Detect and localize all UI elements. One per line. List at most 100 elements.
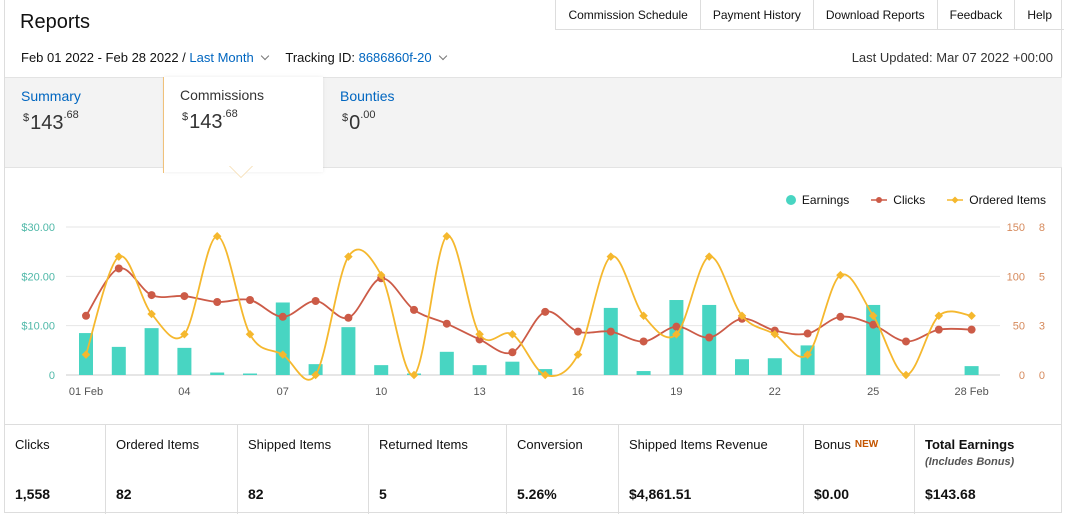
earnings-bar bbox=[800, 345, 815, 375]
ordered-items-point bbox=[540, 370, 550, 380]
tab-label: Bounties bbox=[340, 88, 395, 104]
period-dropdown[interactable]: Last Month bbox=[189, 50, 254, 65]
clicks-point bbox=[344, 313, 353, 322]
stat-bonus: Bonus NEW $0.00 bbox=[804, 425, 915, 514]
clicks-point bbox=[705, 333, 714, 342]
stat-value: $143.68 bbox=[925, 486, 976, 502]
ordered-items-point bbox=[81, 350, 91, 359]
ordered-items-line bbox=[85, 235, 972, 381]
left-axis-tick-label: $20.00 bbox=[21, 271, 55, 283]
earnings-bar bbox=[210, 372, 225, 375]
stat-label: Shipped Items bbox=[248, 437, 332, 452]
stat-value: 82 bbox=[116, 486, 132, 502]
clicks-point bbox=[442, 319, 451, 328]
ordered-items-point bbox=[442, 232, 452, 241]
right-axis-clicks-tick-label: 150 bbox=[1007, 222, 1025, 234]
chevron-down-icon[interactable] bbox=[438, 51, 447, 61]
payment-history-link[interactable]: Payment History bbox=[700, 0, 814, 30]
earnings-dot-icon bbox=[785, 195, 796, 205]
ordered-items-point bbox=[147, 309, 156, 319]
stat-ordered-items: Ordered Items 82 bbox=[106, 425, 238, 514]
new-badge: NEW bbox=[854, 439, 879, 450]
right-axis-clicks-tick-label: 0 bbox=[1019, 370, 1025, 382]
tab-summary[interactable]: Summary $143.68 bbox=[5, 78, 163, 167]
clicks-point bbox=[311, 297, 320, 305]
filter-bar: Feb 01 2022 - Feb 28 2022 / Last Month T… bbox=[21, 50, 452, 65]
earnings-bar bbox=[505, 361, 520, 375]
download-reports-link[interactable]: Download Reports bbox=[813, 0, 938, 30]
feedback-link[interactable]: Feedback bbox=[937, 0, 1016, 30]
left-axis-tick-label: $30.00 bbox=[21, 222, 55, 234]
right-axis-ordered-tick-label: 5 bbox=[1039, 271, 1045, 283]
earnings-bar bbox=[735, 359, 749, 375]
clicks-point bbox=[278, 312, 287, 321]
legend-ordered-items[interactable]: Ordered Items bbox=[947, 193, 1046, 207]
ordered-items-point bbox=[409, 370, 419, 380]
clicks-point bbox=[147, 291, 156, 300]
stat-value: 5 bbox=[379, 486, 387, 502]
stat-label: Returned Items bbox=[379, 437, 468, 452]
active-tab-indicator bbox=[163, 77, 164, 173]
stat-label: Conversion bbox=[517, 437, 583, 452]
commission-schedule-link[interactable]: Commission Schedule bbox=[556, 0, 701, 30]
ordered-items-point bbox=[180, 330, 189, 339]
stat-label: Shipped Items Revenue bbox=[629, 437, 768, 452]
clicks-point bbox=[869, 320, 878, 329]
stat-value: 5.26% bbox=[517, 486, 557, 502]
ordered-items-point bbox=[967, 311, 976, 321]
earnings-chart: $30.00 150 8 $20.00 100 5 $10.00 50 3 0 0 0 01 Feb 04… bbox=[21, 222, 1045, 398]
x-axis-tick-label: 04 bbox=[178, 386, 190, 398]
right-axis-ordered-tick-label: 3 bbox=[1039, 321, 1045, 333]
earnings-bar bbox=[374, 365, 389, 375]
tab-bounties[interactable]: Bounties $0.00 bbox=[324, 78, 484, 167]
clicks-point bbox=[672, 322, 681, 331]
earnings-bar bbox=[111, 346, 126, 375]
help-link[interactable]: Help bbox=[1015, 0, 1064, 30]
earnings-bar bbox=[177, 347, 192, 375]
x-axis-tick-label: 10 bbox=[375, 386, 387, 398]
ordered-items-point bbox=[508, 330, 517, 339]
earnings-bar bbox=[439, 351, 454, 375]
stat-conversion: Conversion 5.26% bbox=[507, 425, 619, 514]
clicks-point bbox=[606, 327, 615, 336]
tab-pointer bbox=[230, 166, 252, 177]
earnings-bar bbox=[243, 373, 257, 375]
clicks-point bbox=[836, 312, 845, 321]
clicks-line-icon bbox=[871, 196, 888, 204]
earnings-bar bbox=[767, 358, 782, 375]
clicks-point bbox=[803, 329, 812, 338]
clicks-point bbox=[180, 292, 189, 301]
clicks-point bbox=[410, 305, 418, 314]
stat-value: 1,558 bbox=[15, 486, 51, 502]
clicks-point bbox=[246, 296, 254, 305]
ordered-line-icon bbox=[947, 196, 964, 204]
left-axis-tick-label: 0 bbox=[49, 370, 55, 382]
tab-commissions[interactable]: Commissions $143.68 bbox=[164, 77, 323, 172]
left-axis-tick-label: $10.00 bbox=[21, 321, 55, 333]
right-axis-clicks-tick-label: 100 bbox=[1007, 271, 1025, 283]
earnings-bar bbox=[341, 327, 356, 375]
x-axis-tick-label: 16 bbox=[572, 386, 584, 398]
legend-earnings[interactable]: Earnings bbox=[785, 193, 849, 207]
tab-amount: $0.00 bbox=[342, 109, 376, 134]
tracking-id-dropdown[interactable]: 8686860f-20 bbox=[358, 50, 432, 65]
tab-amount: $143.68 bbox=[182, 108, 238, 133]
ordered-items-point bbox=[573, 350, 583, 359]
stat-value: $4,861.51 bbox=[629, 486, 692, 502]
ordered-items-point bbox=[245, 330, 255, 339]
clicks-point bbox=[213, 297, 222, 306]
earnings-bar bbox=[472, 365, 487, 375]
clicks-point bbox=[639, 337, 648, 346]
stat-value: 82 bbox=[248, 486, 264, 502]
ordered-items-point bbox=[901, 370, 911, 380]
reports-panel bbox=[4, 0, 1062, 513]
legend-clicks[interactable]: Clicks bbox=[871, 193, 925, 207]
tab-amount: $143.68 bbox=[23, 109, 79, 134]
chart-legend: Earnings Clicks Ordered Items bbox=[785, 193, 1046, 207]
earnings-bar bbox=[964, 366, 979, 375]
clicks-point bbox=[574, 327, 582, 336]
right-axis-clicks-tick-label: 50 bbox=[1013, 321, 1025, 333]
ordered-items-point bbox=[376, 270, 386, 280]
clicks-point bbox=[82, 311, 90, 320]
chevron-down-icon[interactable] bbox=[260, 51, 269, 61]
